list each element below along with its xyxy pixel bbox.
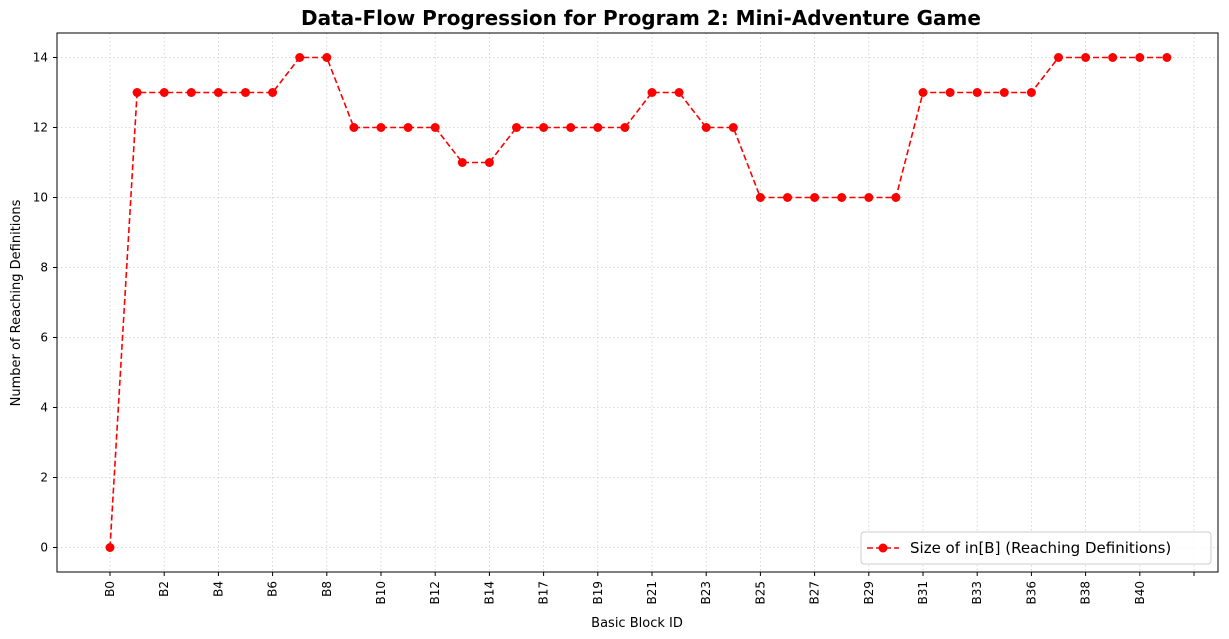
- data-point: [864, 193, 874, 202]
- data-point: [539, 123, 549, 132]
- series-line: [109, 56, 1167, 548]
- x-tick-label: B8: [320, 581, 334, 597]
- axes: 0 2 4 6 8 10 12 14 B0 B2 B4 B6 B8 B10 B12 B14 B17 B19 B21 B…: [33, 51, 1195, 605]
- data-point: [999, 88, 1009, 97]
- data-point: [159, 88, 169, 97]
- x-tick-label: B4: [211, 581, 225, 597]
- data-point: [674, 88, 684, 97]
- x-axis-label: Basic Block ID: [591, 616, 683, 631]
- data-point: [1026, 88, 1036, 97]
- x-tick-label: B31: [916, 581, 930, 605]
- y-tick-label: 14: [33, 51, 48, 65]
- data-point: [701, 123, 711, 132]
- y-axis-label: Number of Reaching Definitions: [9, 199, 24, 406]
- data-point: [403, 123, 413, 132]
- y-tick-label: 6: [40, 331, 48, 345]
- data-point: [972, 88, 982, 97]
- data-point: [810, 193, 820, 202]
- x-tick-label: B2: [157, 581, 171, 597]
- legend-marker: [878, 543, 888, 553]
- x-tick-label: B40: [1133, 581, 1147, 605]
- x-tick-label: B23: [699, 581, 713, 605]
- data-point: [322, 53, 332, 62]
- y-tick-label: 8: [40, 261, 48, 275]
- data-point: [295, 53, 305, 62]
- data-point: [918, 88, 928, 97]
- data-point: [213, 88, 223, 97]
- data-point: [891, 193, 901, 202]
- y-tick-label: 10: [33, 191, 48, 205]
- x-tick-label: B38: [1079, 581, 1093, 605]
- data-point: [566, 123, 576, 132]
- data-point: [349, 123, 359, 132]
- x-tick-label: B14: [482, 581, 496, 605]
- data-point: [241, 88, 250, 97]
- data-point: [484, 158, 494, 167]
- data-point: [512, 123, 521, 132]
- legend: Size of in[B] (Reaching Definitions): [860, 531, 1212, 565]
- data-point: [1054, 53, 1063, 62]
- x-tick-label: B17: [537, 581, 551, 605]
- data-point: [1081, 53, 1091, 62]
- data-point: [647, 88, 657, 97]
- y-tick-label: 2: [40, 471, 48, 485]
- data-point: [430, 123, 440, 132]
- plot-area: [56, 32, 1219, 573]
- legend-box: [860, 531, 1212, 565]
- data-point: [132, 88, 142, 97]
- data-point: [1135, 53, 1145, 62]
- data-point: [186, 88, 196, 97]
- legend-label: Size of in[B] (Reaching Definitions): [910, 539, 1171, 557]
- y-tick-label: 4: [40, 401, 48, 415]
- grid: [57, 33, 1218, 572]
- x-tick-label: B21: [645, 581, 659, 605]
- x-tick-label: B36: [1024, 581, 1038, 605]
- data-point: [945, 88, 955, 97]
- x-tick-label: B12: [428, 581, 442, 605]
- data-point: [376, 123, 386, 132]
- data-point: [457, 158, 467, 167]
- x-tick-label: B33: [970, 581, 984, 605]
- x-tick-label: B27: [808, 581, 822, 605]
- chart-title: Data-Flow Progression for Program 2: Min…: [301, 6, 981, 30]
- x-tick-label: B19: [591, 581, 605, 605]
- x-tick-label: B6: [266, 581, 280, 597]
- x-tick-label: B29: [862, 581, 876, 605]
- data-point: [620, 123, 630, 132]
- data-point: [1162, 53, 1172, 62]
- x-tick-label: B0: [103, 581, 117, 597]
- data-point: [728, 123, 738, 132]
- data-point: [783, 193, 792, 202]
- y-tick-label: 0: [40, 541, 48, 555]
- data-point: [105, 543, 115, 552]
- x-tick-label: B25: [753, 581, 767, 605]
- data-point: [755, 193, 765, 202]
- data-point: [593, 123, 603, 132]
- series: [105, 53, 1172, 552]
- data-point: [837, 193, 847, 202]
- data-point: [1108, 53, 1118, 62]
- data-point: [268, 88, 278, 97]
- x-tick-label: B10: [374, 581, 388, 605]
- y-tick-label: 12: [33, 121, 48, 135]
